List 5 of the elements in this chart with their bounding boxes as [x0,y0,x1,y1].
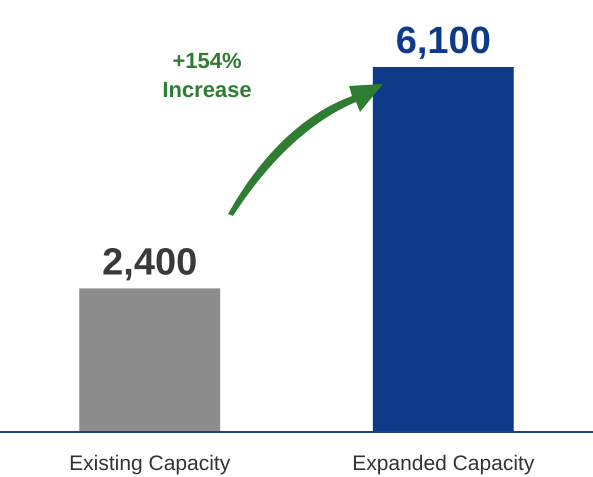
data-label: 6,100 [396,20,491,62]
x-tick-label: Existing Capacity [69,452,231,475]
data-label: 2,400 [102,241,198,284]
x-tick-label: Expanded Capacity [352,452,535,475]
annotation: +154% Increase [162,48,252,102]
